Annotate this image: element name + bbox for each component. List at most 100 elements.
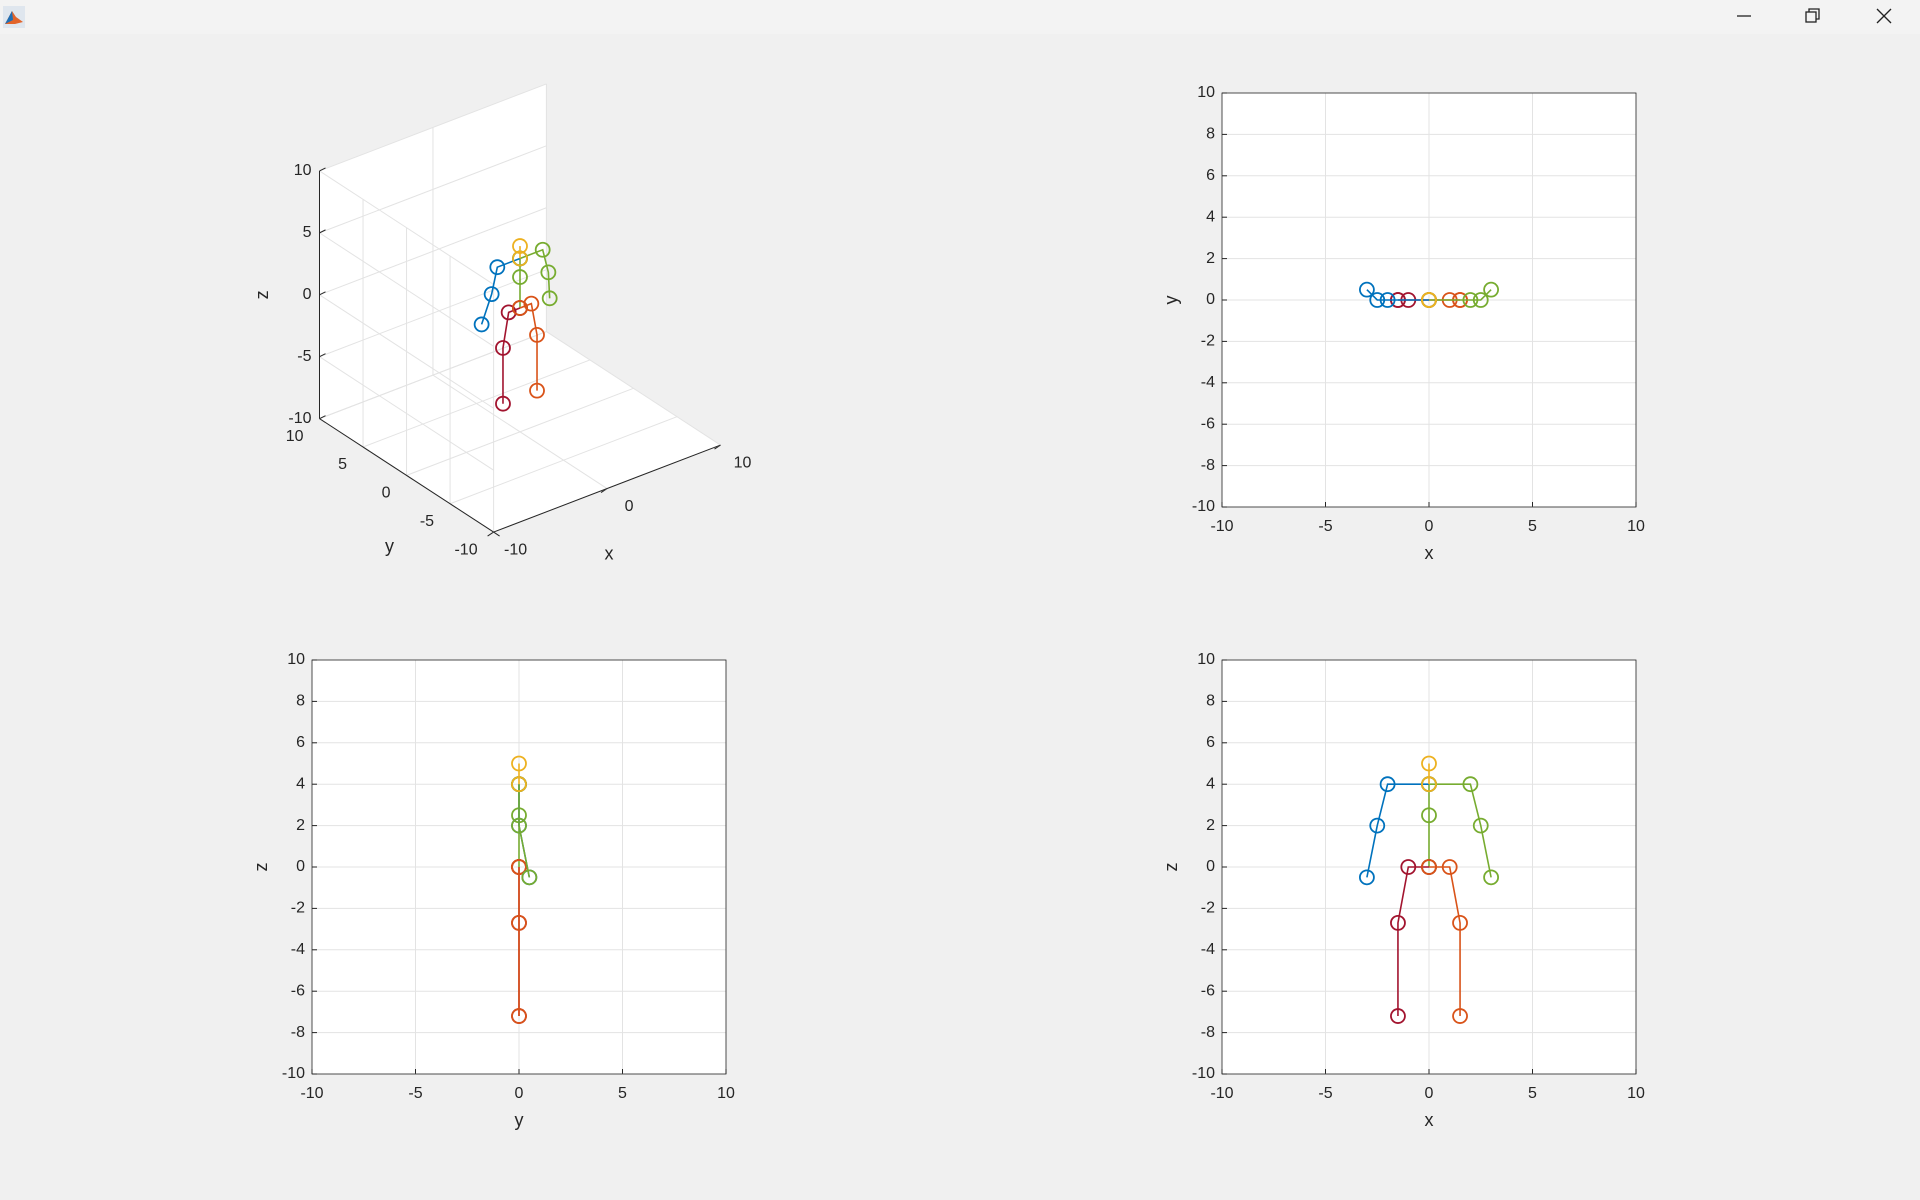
joint-marker	[512, 238, 528, 254]
skeleton-line	[1429, 783, 1492, 878]
y-tick-label: -10	[1192, 498, 1215, 515]
joint-marker	[511, 776, 527, 793]
y-tick-label: 6	[296, 734, 305, 751]
z-tick-label: -5	[297, 348, 311, 365]
y-tick-label: -4	[291, 941, 305, 958]
axes-box	[1221, 659, 1637, 1075]
y-tick-label: 0	[296, 858, 305, 875]
axes-box	[1221, 92, 1637, 508]
joint-marker	[1472, 817, 1489, 834]
y-tick-label: -10	[1192, 1065, 1215, 1082]
joint-marker	[541, 290, 558, 307]
y-tick-label: -6	[1201, 415, 1215, 432]
y-tick-label: 10	[287, 651, 305, 668]
y-tick-label: -10	[454, 541, 477, 558]
grid-line	[319, 207, 547, 296]
x-tick-label: 10	[1627, 1085, 1645, 1102]
y-axis-label: z	[251, 863, 271, 872]
joint-marker	[511, 755, 527, 772]
grid-line	[319, 269, 547, 358]
joint-marker	[523, 295, 540, 312]
joint-marker	[1421, 292, 1437, 308]
x-axis-label: x	[1425, 1110, 1434, 1130]
x-axis-label: x	[1425, 543, 1434, 563]
tick-mark	[487, 531, 494, 537]
y-tick-label: 2	[296, 817, 305, 834]
y-tick-label: 8	[1206, 693, 1215, 710]
joint-marker	[521, 869, 538, 886]
x-tick-label: 5	[1528, 518, 1537, 535]
app-icon[interactable]	[3, 6, 25, 28]
x-tick-label: 0	[515, 1085, 524, 1102]
y-tick-label: 2	[1206, 817, 1215, 834]
y-tick-label: -6	[291, 982, 305, 999]
tick-mark	[319, 291, 326, 296]
joint-marker	[473, 316, 490, 333]
axes-box	[311, 659, 727, 1075]
y-axis-label: y	[1161, 296, 1181, 305]
y-tick-label: 0	[1206, 291, 1215, 308]
y-tick-label: 0	[1206, 858, 1215, 875]
x-tick-label: 5	[618, 1085, 627, 1102]
y-tick-label: -5	[420, 513, 434, 530]
joint-marker	[1472, 292, 1489, 308]
skeleton-line	[519, 248, 551, 299]
joint-marker	[1390, 914, 1406, 931]
y-axis-line	[319, 418, 494, 533]
joint-marker	[1400, 859, 1417, 875]
restore-icon	[1808, 8, 1820, 20]
grid-line	[319, 331, 547, 420]
y-tick-label: 4	[1206, 208, 1215, 225]
y-tick-label: -6	[1201, 982, 1215, 999]
y-tick-label: 4	[1206, 775, 1215, 792]
y-tick-label: -2	[1201, 333, 1215, 350]
joint-marker	[1441, 859, 1458, 875]
joint-marker	[1369, 817, 1386, 834]
x-axis-label: y	[515, 1110, 524, 1130]
close-icon	[1876, 8, 1892, 24]
skeleton-line	[1429, 866, 1461, 1017]
skeleton-line	[502, 307, 521, 404]
x-tick-label: 0	[625, 498, 634, 515]
joint-marker	[511, 859, 527, 875]
joint-marker	[529, 382, 545, 399]
y-tick-label: 6	[1206, 734, 1215, 751]
joint-marker	[540, 264, 557, 281]
y-tick-label: 4	[296, 775, 305, 792]
x-tick-label: 10	[1627, 518, 1645, 535]
x-tick-label: 0	[1425, 1085, 1434, 1102]
joint-marker	[495, 340, 511, 356]
grid-line	[406, 387, 634, 476]
x-tick-label: -10	[1210, 518, 1233, 535]
joint-marker	[1483, 281, 1499, 298]
grid-line	[449, 416, 678, 505]
title-bar	[0, 0, 1920, 34]
y-tick-label: 10	[1197, 84, 1215, 101]
skeleton-line	[1366, 783, 1429, 878]
grid-line	[319, 232, 494, 347]
y-tick-label: 0	[382, 485, 391, 502]
joint-marker	[483, 286, 500, 303]
x-axis-label: x	[605, 543, 614, 563]
tick-mark	[319, 415, 326, 420]
joint-marker	[1462, 776, 1479, 793]
close-button[interactable]	[1876, 8, 1892, 24]
grid-line	[319, 83, 547, 172]
joint-marker	[1452, 1008, 1468, 1024]
grid-line	[319, 170, 494, 285]
x-tick-label: -5	[408, 1085, 422, 1102]
joint-marker	[489, 259, 506, 276]
joint-marker	[1421, 776, 1437, 793]
joint-marker	[1390, 1008, 1406, 1024]
x-tick-label: -5	[1318, 1085, 1332, 1102]
joint-marker	[529, 327, 545, 343]
y-tick-label: -8	[1201, 457, 1215, 474]
joint-marker	[1359, 281, 1375, 298]
restore-button[interactable]	[1805, 8, 1820, 23]
joint-marker	[511, 817, 527, 834]
x-tick-label: -10	[1210, 1085, 1233, 1102]
z-tick-label: 10	[294, 162, 312, 179]
icon-shape	[5, 11, 13, 24]
